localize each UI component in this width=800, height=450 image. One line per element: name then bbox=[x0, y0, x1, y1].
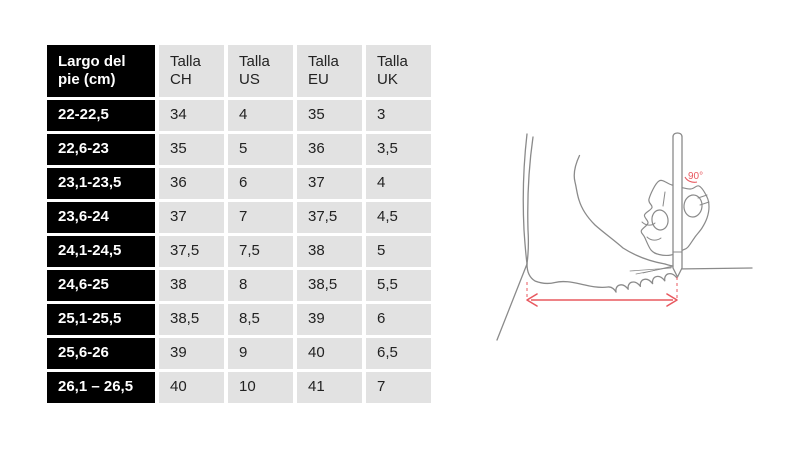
svg-text:90°: 90° bbox=[688, 171, 703, 182]
